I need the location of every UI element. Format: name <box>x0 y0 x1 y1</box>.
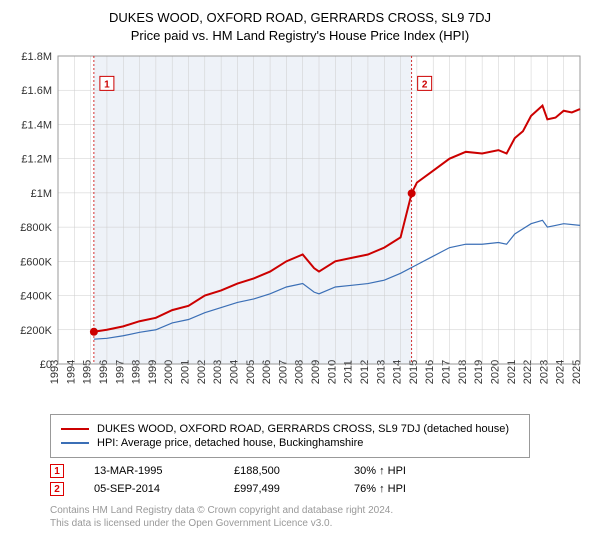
legend-row: HPI: Average price, detached house, Buck… <box>61 437 519 449</box>
svg-text:2009: 2009 <box>310 360 322 384</box>
legend: DUKES WOOD, OXFORD ROAD, GERRARDS CROSS,… <box>50 414 530 458</box>
svg-text:2001: 2001 <box>180 360 192 384</box>
svg-text:£1.4M: £1.4M <box>21 119 52 131</box>
svg-text:1994: 1994 <box>65 360 77 384</box>
svg-text:2002: 2002 <box>196 360 208 384</box>
svg-text:1999: 1999 <box>147 360 159 384</box>
svg-text:1995: 1995 <box>82 360 94 384</box>
footer-line-2: This data is licensed under the Open Gov… <box>50 517 590 530</box>
svg-text:2008: 2008 <box>294 360 306 384</box>
svg-text:2014: 2014 <box>392 360 404 384</box>
svg-text:2022: 2022 <box>522 360 534 384</box>
svg-text:£1.8M: £1.8M <box>21 51 52 63</box>
footer-line-1: Contains HM Land Registry data © Crown c… <box>50 504 590 517</box>
svg-text:1998: 1998 <box>131 360 143 384</box>
svg-text:2: 2 <box>422 79 428 90</box>
svg-text:2010: 2010 <box>326 360 338 384</box>
chart-area: £0£200K£400K£600K£800K£1M£1.2M£1.4M£1.6M… <box>10 51 590 406</box>
svg-text:2017: 2017 <box>441 360 453 384</box>
svg-text:2018: 2018 <box>457 360 469 384</box>
svg-text:2024: 2024 <box>555 360 567 384</box>
svg-text:2012: 2012 <box>359 360 371 384</box>
svg-text:1: 1 <box>104 79 110 90</box>
svg-text:2003: 2003 <box>212 360 224 384</box>
legend-label: DUKES WOOD, OXFORD ROAD, GERRARDS CROSS,… <box>97 423 509 435</box>
sale-row: 1 13-MAR-1995 £188,500 30% ↑ HPI <box>50 464 590 478</box>
sale-price: £188,500 <box>234 465 324 477</box>
legend-row: DUKES WOOD, OXFORD ROAD, GERRARDS CROSS,… <box>61 423 519 435</box>
legend-swatch <box>61 442 89 444</box>
svg-text:2007: 2007 <box>277 360 289 384</box>
chart-svg: £0£200K£400K£600K£800K£1M£1.2M£1.4M£1.6M… <box>10 51 590 406</box>
svg-text:2021: 2021 <box>506 360 518 384</box>
sale-badge: 1 <box>50 464 64 478</box>
sale-price: £997,499 <box>234 483 324 495</box>
svg-text:2015: 2015 <box>408 360 420 384</box>
svg-text:2016: 2016 <box>424 360 436 384</box>
svg-text:£400K: £400K <box>20 291 52 303</box>
sale-date: 05-SEP-2014 <box>94 483 204 495</box>
sales-table: 1 13-MAR-1995 £188,500 30% ↑ HPI 2 05-SEP-201… <box>50 464 590 496</box>
chart-subtitle: Price paid vs. HM Land Registry's House … <box>10 28 590 43</box>
svg-text:2013: 2013 <box>375 360 387 384</box>
svg-text:2000: 2000 <box>163 360 175 384</box>
svg-text:£1.2M: £1.2M <box>21 154 52 166</box>
legend-swatch <box>61 428 89 430</box>
sale-pct: 30% ↑ HPI <box>354 465 406 477</box>
svg-text:2023: 2023 <box>538 360 550 384</box>
svg-text:£800K: £800K <box>20 222 52 234</box>
svg-text:1993: 1993 <box>49 360 61 384</box>
sale-row: 2 05-SEP-2014 £997,499 76% ↑ HPI <box>50 482 590 496</box>
svg-text:£1.6M: £1.6M <box>21 85 52 97</box>
svg-text:1996: 1996 <box>98 360 110 384</box>
sale-badge: 2 <box>50 482 64 496</box>
svg-text:2019: 2019 <box>473 360 485 384</box>
svg-text:£600K: £600K <box>20 256 52 268</box>
sale-date: 13-MAR-1995 <box>94 465 204 477</box>
svg-text:2006: 2006 <box>261 360 273 384</box>
chart-title: DUKES WOOD, OXFORD ROAD, GERRARDS CROSS,… <box>10 10 590 25</box>
svg-text:2005: 2005 <box>245 360 257 384</box>
svg-text:£200K: £200K <box>20 325 52 337</box>
svg-text:2020: 2020 <box>489 360 501 384</box>
svg-text:2004: 2004 <box>228 360 240 384</box>
sale-pct: 76% ↑ HPI <box>354 483 406 495</box>
legend-label: HPI: Average price, detached house, Buck… <box>97 437 363 449</box>
svg-text:2025: 2025 <box>571 360 583 384</box>
svg-text:1997: 1997 <box>114 360 126 384</box>
footer: Contains HM Land Registry data © Crown c… <box>50 504 590 530</box>
svg-text:£1M: £1M <box>31 188 52 200</box>
